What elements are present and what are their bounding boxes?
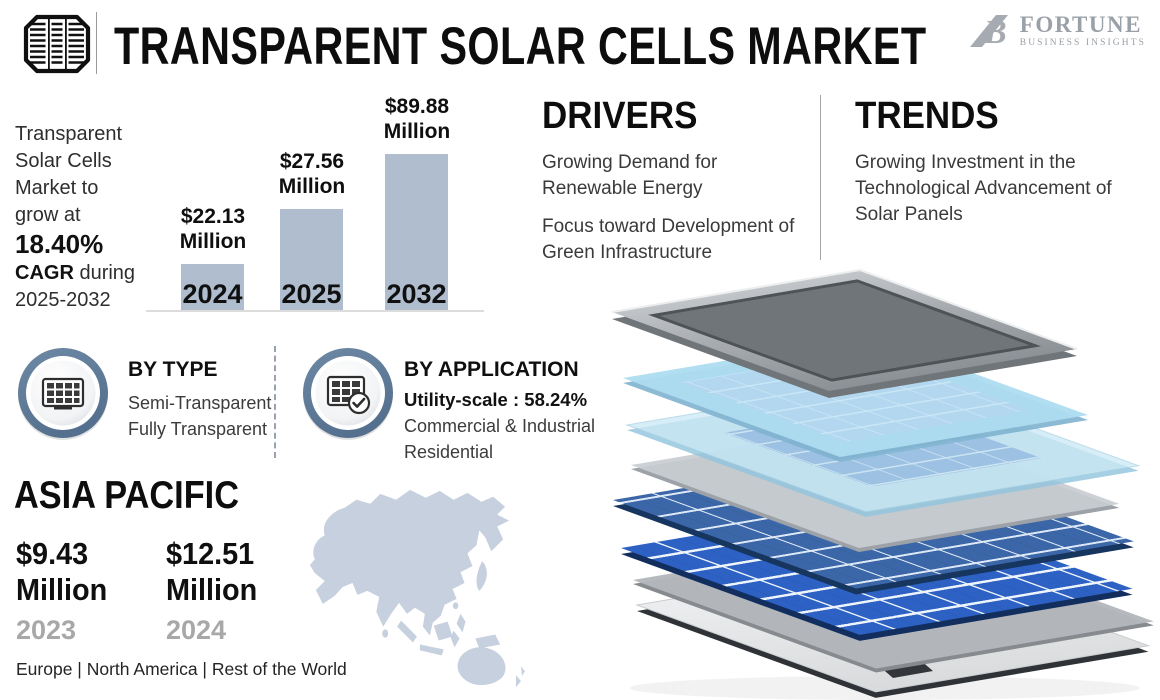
cagr-line: CAGR during [15, 262, 136, 284]
brand-tagline: BUSINESS INSIGHTS [1019, 38, 1146, 49]
bar-value-label: $89.88 Million [383, 95, 451, 143]
drivers-section: DRIVERS Growing Demand for Renewable Ene… [542, 95, 814, 266]
header-divider [96, 12, 97, 74]
asia-stat-2023: $9.43 Million 2023 [16, 536, 166, 646]
drivers-title: DRIVERS [542, 95, 698, 137]
intro-line: Transparent [15, 123, 123, 145]
by-application-item: Residential [404, 442, 494, 462]
stat-value: $9.43 [16, 536, 89, 571]
utility-scale-share: Utility-scale : 58.24% [404, 389, 588, 410]
bar-2024 [181, 264, 244, 310]
trends-title: TRENDS [855, 95, 999, 137]
by-type-section: BY TYPE Semi-Transparent Fully Transpare… [128, 358, 271, 442]
bar-2025 [280, 209, 343, 310]
stat-year: 2023 [16, 615, 77, 645]
intro-line: Solar Cells [15, 150, 112, 172]
bar-year-label: 2025 [281, 279, 342, 309]
stat-year: 2024 [166, 615, 227, 645]
by-application-item: Commercial & Industrial [404, 416, 596, 436]
svg-text:B: B [983, 14, 1007, 50]
asia-pacific-title: ASIA PACIFIC [14, 474, 239, 517]
driver-item: Focus toward Development of Green Infras… [542, 216, 795, 263]
brand-logo: B FORTUNE BUSINESS INSIGHTS [968, 12, 1146, 50]
solar-panel-icon [41, 377, 85, 410]
market-size-chart: $22.13 Million 2024 $27.56 Million 2025 $89.88… [150, 95, 482, 310]
trend-item: Growing Investment in the Technological … [855, 152, 1112, 225]
solar-panel-check-icon [326, 375, 371, 415]
page-title: TRANSPARENT SOLAR CELLS MARKET [114, 17, 927, 76]
solar-panel-icon [23, 14, 91, 74]
fb-monogram-icon: B [969, 14, 1008, 50]
by-type-item: Semi-Transparent [128, 393, 272, 413]
aluminum-frame-layer [611, 268, 1078, 398]
bar-value-label: $22.13 Million [179, 205, 247, 253]
bar-year-label: 2024 [182, 279, 243, 309]
stat-value: $12.51 [166, 536, 255, 571]
exploded-solar-panel-illustration [611, 268, 1154, 700]
by-type-title: BY TYPE [128, 358, 218, 381]
by-type-item: Fully Transparent [128, 419, 268, 439]
trends-section: TRENDS Growing Investment in the Technol… [855, 95, 1121, 228]
asia-pacific-map [309, 489, 525, 688]
by-application-section: BY APPLICATION Utility-scale : 58.24% Co… [404, 358, 604, 465]
regions-footer: Europe | North America | Rest of the Wor… [16, 659, 347, 679]
intro-text: Transparent Solar Cells Market to grow a… [15, 121, 135, 314]
stat-unit: Million [166, 572, 258, 607]
cagr-value: 18.40% [15, 229, 104, 259]
segment-divider [274, 346, 276, 458]
cagr-period: 2025-2032 [15, 289, 111, 311]
bar-value-label: $27.56 Million [278, 150, 346, 198]
bar-2032 [385, 154, 448, 310]
brand-name: FORTUNE [1019, 12, 1142, 38]
bar-group: $22.13 Million 2024 [180, 97, 246, 310]
bar-year-label: 2032 [386, 279, 447, 309]
by-application-badge [303, 348, 393, 440]
bar-group: $89.88 Million 2032 [384, 95, 450, 310]
stat-unit: Million [16, 572, 108, 607]
asia-stat-2024: $12.51 Million 2024 [166, 536, 316, 646]
intro-line: grow at [15, 204, 81, 226]
by-type-badge [18, 348, 108, 440]
chart-baseline [146, 310, 484, 312]
driver-item: Growing Demand for Renewable Energy [542, 152, 718, 199]
intro-line: Market to [15, 177, 99, 199]
drivers-trends-divider [820, 95, 821, 260]
bar-group: $27.56 Million 2025 [279, 97, 345, 310]
by-application-title: BY APPLICATION [404, 358, 579, 381]
